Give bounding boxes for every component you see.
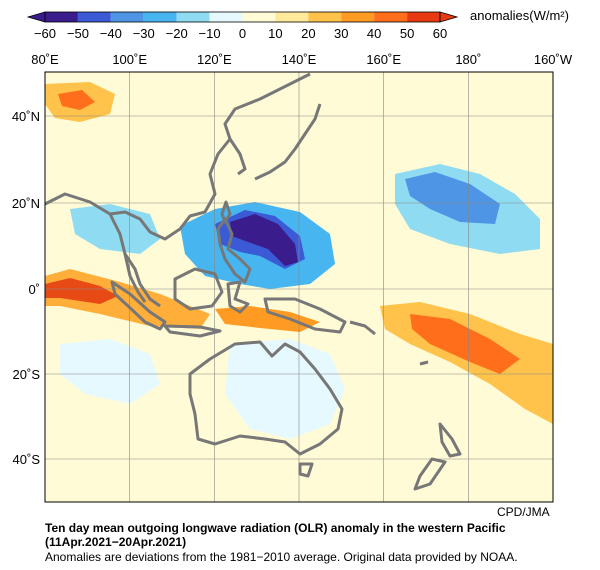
coastlines [44, 72, 462, 491]
colorbar-tick-7: 10 [268, 26, 282, 41]
anomaly-negative-philippine-max [230, 214, 298, 266]
latitude-label-3: 20˚S [13, 367, 41, 382]
colorbar-tick-2: −40 [100, 26, 122, 41]
longitude-label-4: 160˚E [366, 52, 401, 67]
colorbar-arrow-low [26, 11, 46, 23]
longitude-label-1: 100˚E [112, 52, 147, 67]
anomaly-positive-north-core [58, 90, 95, 110]
coast-fiji [419, 360, 429, 366]
colorbar-tick-12: 60 [433, 26, 447, 41]
coast-java [163, 324, 222, 338]
latitude-labels: 40˚N 20˚N 0˚ 20˚S 40˚S [12, 109, 41, 467]
colorbar-outline [44, 11, 441, 23]
colorbar-box-6 [242, 12, 276, 22]
colorbar: −60 −50 −40 −30 −20 −10 0 10 20 30 40 50 60 anomalie… [26, 8, 569, 41]
colorbar-tick-8: 20 [301, 26, 315, 41]
colorbar-tick-4: −20 [166, 26, 188, 41]
colorbar-tick-5: −10 [199, 26, 221, 41]
colorbar-tick-10: 40 [367, 26, 381, 41]
latitude-label-4: 40˚S [13, 452, 41, 467]
olr-anomaly-map: 80˚E 100˚E 120˚E 140˚E 160˚E 180˚ 160˚W 40˚N 20… [12, 52, 573, 503]
colorbar-arrow-high [439, 11, 459, 23]
colorbar-box-1 [77, 12, 111, 22]
colorbar-box-2 [110, 12, 144, 22]
colorbar-box-8 [308, 12, 342, 22]
colorbar-box-7 [275, 12, 309, 22]
colorbar-scale [26, 11, 459, 23]
colorbar-box-9 [341, 12, 375, 22]
coast-new-zealand-north [438, 422, 462, 458]
colorbar-box-0 [45, 12, 78, 22]
colorbar-box-5 [209, 12, 243, 22]
longitude-label-6: 160˚W [534, 52, 573, 67]
colorbar-tick-labels: −60 −50 −40 −30 −20 −10 0 10 20 30 40 50 60 [34, 26, 447, 41]
coast-philippines [216, 217, 252, 284]
coast-solomon-islands [349, 320, 376, 336]
latitude-label-1: 20˚N [12, 196, 40, 211]
coast-sumatra [110, 280, 167, 331]
latitude-label-0: 40˚N [12, 109, 40, 124]
graticule [45, 72, 553, 502]
coast-new-guinea [263, 297, 347, 334]
latitude-label-2: 0˚ [28, 282, 40, 297]
colorbar-tick-0: −60 [34, 26, 56, 41]
caption-note: Anomalies are deviations from the 1981−2… [45, 550, 518, 564]
coast-new-zealand-south [413, 457, 447, 491]
anomaly-negative-north-pacific-core [405, 172, 500, 224]
coast-sulawesi [226, 280, 250, 314]
longitude-label-5: 180˚ [455, 52, 481, 67]
colorbar-tick-11: 50 [400, 26, 414, 41]
colorbar-unit-label: anomalies(W/m²) [470, 8, 569, 23]
anomaly-negative-australia [225, 339, 345, 439]
colorbar-tick-6: 0 [239, 26, 246, 41]
anomaly-positive-indian-core [45, 278, 118, 304]
coast-asia-mainland [44, 72, 311, 241]
colorbar-box-10 [374, 12, 408, 22]
colorbar-box-11 [407, 12, 440, 22]
coast-indochina [108, 213, 161, 308]
coast-australia [188, 340, 344, 456]
colorbar-tick-9: 30 [334, 26, 348, 41]
longitude-label-3: 140˚E [282, 52, 317, 67]
colorbar-tick-3: −30 [133, 26, 155, 41]
caption-period: (11Apr.2021−20Apr.2021) [45, 535, 187, 549]
caption-title: Ten day mean outgoing longwave radiation… [45, 521, 506, 535]
anomaly-positive-south-pacific-core [410, 314, 520, 374]
coast-korea [228, 138, 247, 176]
coast-tasmania [298, 462, 314, 478]
credit-label: CPD/JMA [497, 505, 550, 519]
coast-malay-peninsula [123, 253, 147, 303]
coast-japan [254, 103, 322, 181]
map-frame [44, 71, 554, 503]
anomaly-negative-southwest [60, 339, 160, 404]
colorbar-box-3 [143, 12, 177, 22]
longitude-labels: 80˚E 100˚E 120˚E 140˚E 160˚E 180˚ 160˚W [31, 52, 573, 67]
longitude-label-0: 80˚E [31, 52, 59, 67]
coast-borneo [173, 267, 224, 311]
longitude-label-2: 120˚E [197, 52, 232, 67]
colorbar-tick-1: −50 [67, 26, 89, 41]
colorbar-box-4 [176, 12, 210, 22]
